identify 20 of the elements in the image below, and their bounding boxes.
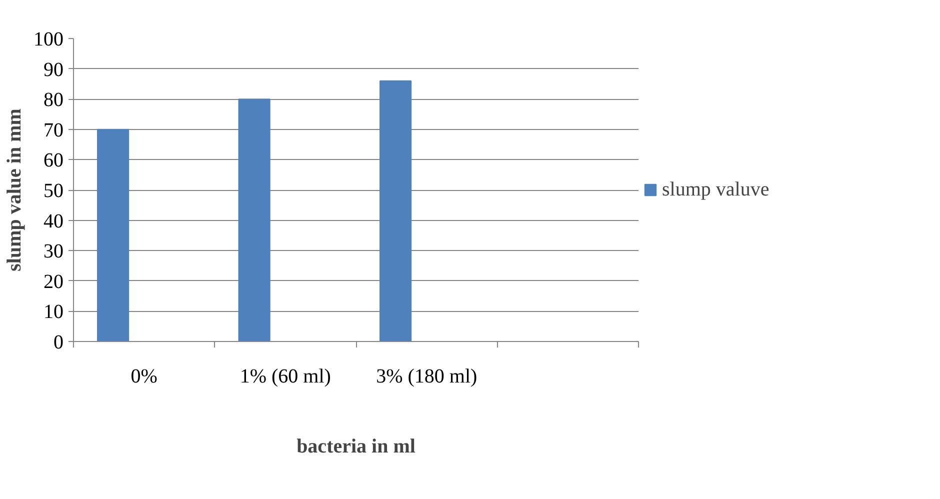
y-axis-title: slump value in mm	[4, 108, 26, 272]
x-axis-title: bacteria in ml	[296, 436, 416, 458]
y-tick-label: 90	[44, 58, 64, 81]
bar	[97, 128, 130, 342]
x-tick-label: 3% (180 ml)	[376, 366, 478, 388]
legend-label: slump valuve	[662, 178, 770, 201]
x-tick-label: 0%	[130, 366, 158, 388]
y-tick-label: 30	[44, 240, 64, 263]
y-tick-label: 70	[44, 119, 64, 142]
y-tick-label: 40	[44, 210, 64, 232]
bar	[238, 98, 270, 342]
y-tick-label: 20	[44, 270, 64, 293]
y-tick-label: 50	[44, 180, 64, 202]
y-tick-label: 80	[44, 89, 64, 112]
bar	[380, 80, 412, 342]
y-tick-label: 100	[34, 28, 64, 50]
y-tick-label: 0	[54, 332, 64, 354]
x-tick-label: 1% (60 ml)	[240, 366, 331, 388]
y-tick-label: 10	[44, 301, 64, 324]
y-tick-label: 60	[44, 150, 64, 172]
